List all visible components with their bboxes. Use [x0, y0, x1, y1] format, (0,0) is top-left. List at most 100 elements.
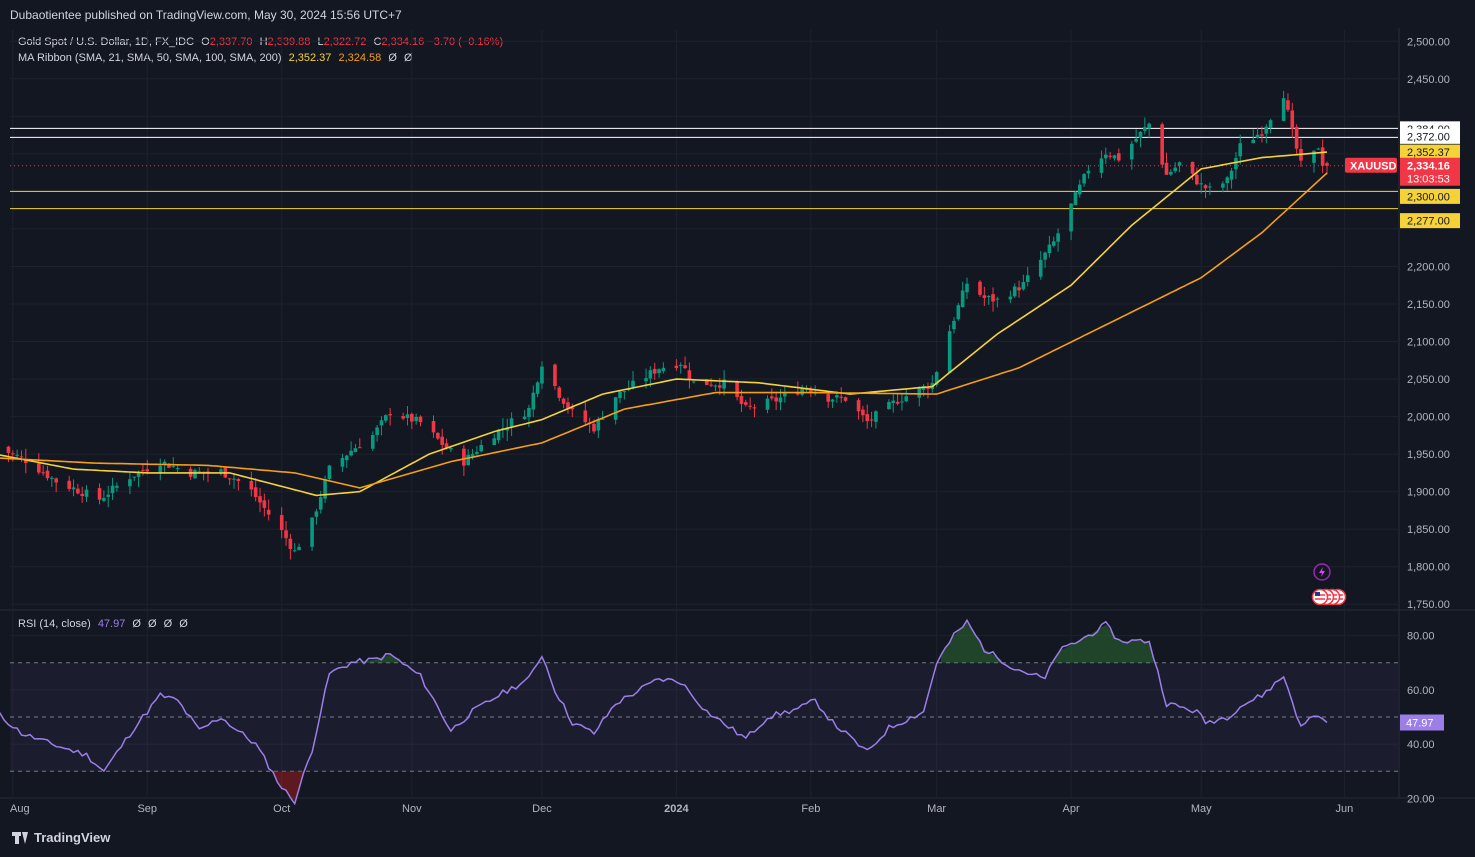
candle-body	[774, 397, 778, 402]
rsi-legend[interactable]: RSI (14, close) 47.97 Ø Ø Ø Ø	[18, 618, 192, 630]
candle-body	[1190, 161, 1195, 174]
candle-body	[297, 546, 301, 551]
us-flag-event-icon[interactable]	[1311, 588, 1329, 606]
moving-averages	[0, 151, 1328, 497]
rsi-line	[0, 618, 1328, 806]
candle-body	[678, 364, 683, 367]
candle-body	[652, 368, 657, 374]
candle-body	[1203, 185, 1208, 189]
hline-price-badge[interactable]	[1400, 128, 1460, 144]
candle-body	[1325, 163, 1329, 166]
price-axis[interactable]: 1,750.00 1,800.00 1,850.00 1,900.00 1,950.00…	[1345, 36, 1460, 805]
hline-price-badge-text: 2,277.00	[1407, 216, 1450, 228]
candle-body	[895, 401, 900, 404]
candle-body	[952, 320, 956, 330]
rsi-tick-label: 80.00	[1407, 631, 1435, 643]
sma50-line	[0, 172, 1328, 489]
candle-body	[618, 391, 622, 399]
bar-countdown-text: 13:03:53	[1407, 174, 1450, 186]
candle-body	[1143, 127, 1147, 131]
time-tick-label: Aug	[10, 803, 30, 815]
candle-body	[379, 420, 384, 426]
candle-body	[462, 448, 466, 466]
candle-body	[739, 395, 744, 404]
candle-body	[310, 517, 314, 547]
candle-body	[527, 407, 531, 418]
candle-body	[683, 365, 687, 369]
ma-value-200: Ø	[403, 52, 413, 64]
candle-body	[583, 410, 588, 423]
rsi-value-badge[interactable]	[1400, 714, 1444, 731]
high-value: 2,339.88	[267, 36, 311, 48]
rsi-tick-label: 60.00	[1407, 685, 1435, 697]
candle-body	[926, 387, 930, 390]
candle-body	[1038, 259, 1043, 277]
price-tick-label: 1,750.00	[1407, 599, 1450, 611]
candle-body	[917, 387, 922, 398]
candle-body	[835, 395, 839, 398]
time-axis[interactable]: Aug Sep Oct Nov Dec 2024 Feb Mar Apr May Jun	[10, 803, 1353, 815]
open-label: O	[201, 36, 210, 48]
candle-body	[1312, 150, 1316, 163]
candle-body	[765, 398, 770, 410]
candle-body	[934, 372, 939, 385]
current-price-text: 2,334.16	[1407, 161, 1450, 173]
candle-body	[770, 396, 774, 399]
candle-body	[830, 399, 835, 402]
flag-canton	[1315, 592, 1320, 596]
rsi-pane	[0, 618, 1398, 806]
grid	[0, 28, 1475, 799]
candle-body	[388, 414, 392, 416]
candle-body	[531, 392, 536, 410]
candle-body	[318, 497, 323, 510]
price-tick-label: 2,150.00	[1407, 299, 1450, 311]
hline-price-badge[interactable]	[1400, 188, 1460, 204]
current-price-badge[interactable]	[1400, 157, 1460, 186]
event-markers[interactable]	[1311, 563, 1347, 606]
candle-body	[1008, 296, 1013, 300]
rsi-nil-4: Ø	[179, 618, 188, 630]
ma-price-badge[interactable]	[1400, 144, 1460, 160]
candle-body	[384, 415, 388, 421]
candle-body	[219, 469, 223, 472]
candle-body	[991, 294, 995, 302]
symbol-tag[interactable]	[1345, 157, 1397, 173]
candle-body	[1138, 131, 1143, 139]
candle-body	[249, 481, 254, 490]
rsi-name[interactable]: RSI (14, close)	[18, 618, 91, 630]
candle-body	[470, 454, 475, 457]
candle-body	[843, 397, 848, 401]
candle-body	[262, 500, 267, 508]
candle-body	[15, 454, 19, 456]
horizontal-lines	[10, 127, 1398, 210]
candle-body	[1264, 126, 1269, 134]
price-tick-label: 2,200.00	[1407, 261, 1450, 273]
candle-body	[253, 487, 258, 498]
candle-body	[158, 465, 163, 473]
candle-body	[37, 463, 41, 473]
candle-body	[1099, 158, 1104, 173]
candle-body	[1086, 170, 1091, 174]
candle-body	[414, 416, 418, 422]
rsi-value-badge-text: 47.97	[1406, 718, 1434, 730]
candle-body	[418, 416, 423, 423]
price-tick-label: 2,050.00	[1407, 374, 1450, 386]
rsi-tick-label: 40.00	[1407, 739, 1435, 751]
candle-body	[344, 455, 349, 461]
sma21-line	[0, 151, 1328, 497]
hline-price-badge[interactable]	[1400, 213, 1460, 229]
tradingview-logo[interactable]: TradingView	[12, 830, 110, 845]
symbol-description[interactable]: Gold Spot / U.S. Dollar, 1D, FX_IDC	[18, 36, 195, 48]
candle-body	[553, 364, 557, 386]
rsi-band-fill	[10, 662, 1398, 772]
candle-body	[748, 405, 752, 407]
price-tick-label: 1,800.00	[1407, 562, 1450, 574]
candle-body	[227, 478, 232, 480]
rsi-nil-2: Ø	[148, 618, 157, 630]
ma-ribbon-name[interactable]: MA Ribbon (SMA, 21, SMA, 50, SMA, 100, S…	[18, 52, 282, 64]
rsi-oversold-fill	[273, 771, 304, 802]
time-tick-label: Dec	[532, 803, 552, 815]
candle-body	[1077, 184, 1082, 195]
time-tick-label: Sep	[137, 803, 157, 815]
